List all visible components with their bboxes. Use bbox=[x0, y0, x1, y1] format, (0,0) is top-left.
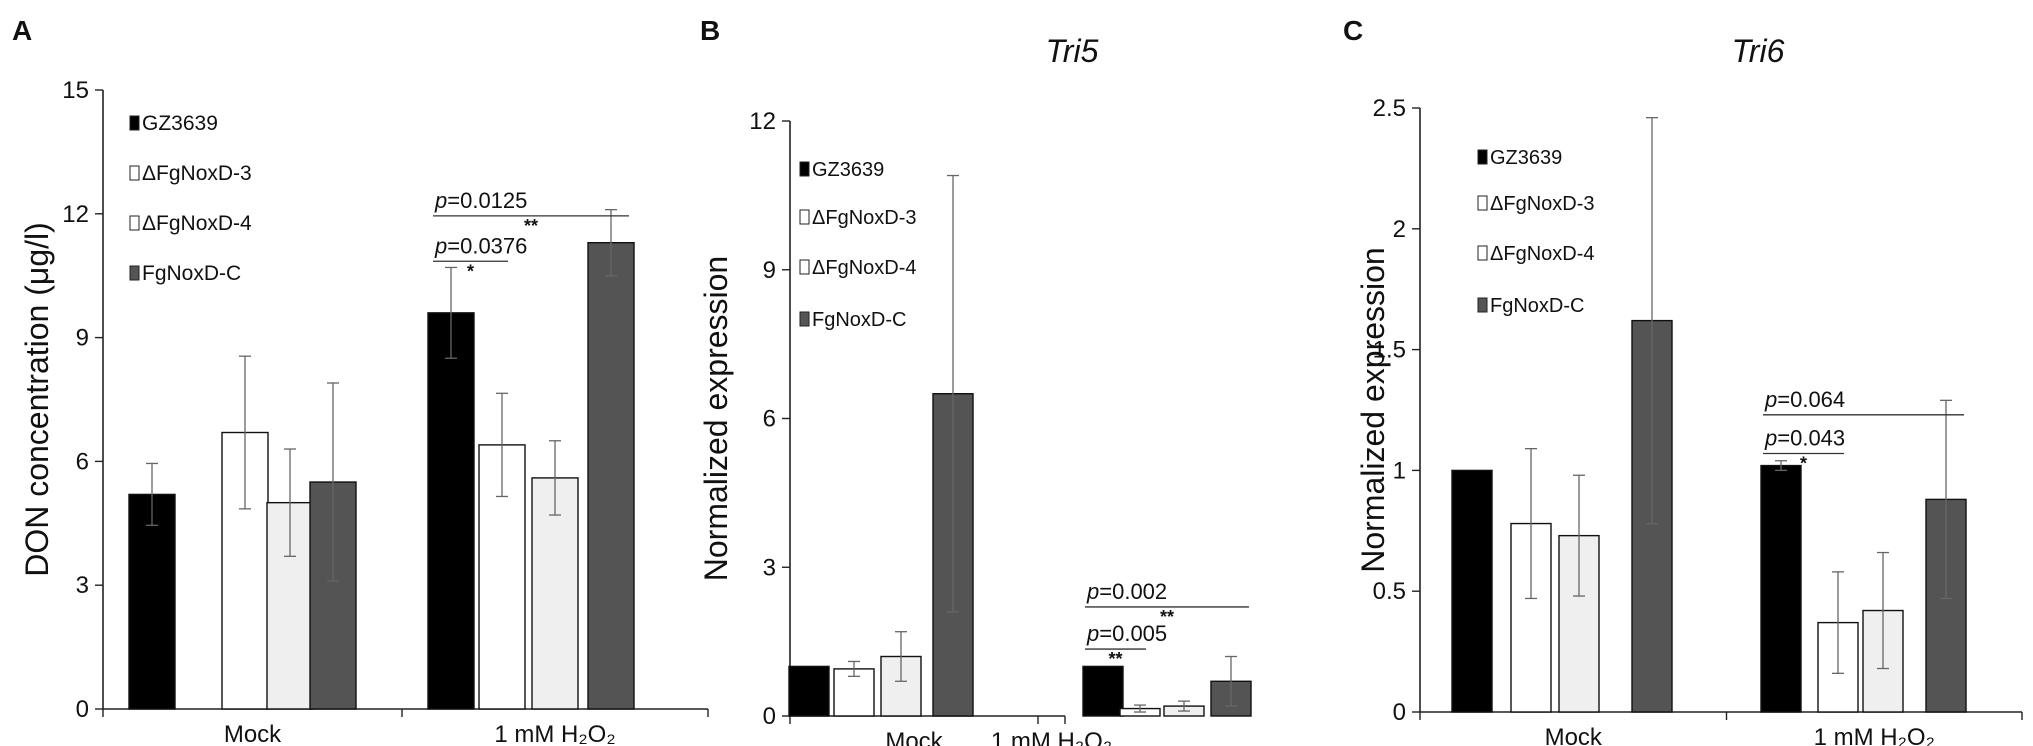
p-symbol: p bbox=[1086, 621, 1099, 646]
p-symbol: p bbox=[1764, 425, 1777, 450]
p-value-label: p=0.002 bbox=[1086, 579, 1167, 604]
chart-title: Tri5 bbox=[1046, 33, 1099, 69]
y-tick-label: 3 bbox=[763, 554, 776, 581]
bar bbox=[1558, 534, 1600, 713]
y-axis-label: Normalized expression bbox=[698, 256, 734, 581]
y-tick-label: 0.5 bbox=[1373, 578, 1406, 605]
y-tick-label: 2.5 bbox=[1373, 95, 1406, 122]
p-value-label: p=0.043 bbox=[1764, 425, 1845, 450]
panel-A: A 0 3 6 9 12 15 DON concentration (μg/l) Mock 1 m… bbox=[12, 15, 709, 746]
significance-stars: * bbox=[467, 261, 474, 281]
panel-letter: C bbox=[1343, 15, 1363, 46]
bar bbox=[531, 477, 579, 710]
y-tick-label: 1 bbox=[1393, 457, 1406, 484]
legend-swatch bbox=[129, 115, 140, 131]
p-value-label: p=0.064 bbox=[1764, 387, 1845, 412]
p-value-label: p=0.005 bbox=[1086, 621, 1167, 646]
y-tick-label: 15 bbox=[62, 77, 89, 104]
legend-swatch bbox=[1477, 245, 1488, 261]
x-tick-label: Mock bbox=[224, 721, 282, 746]
significance-stars: ** bbox=[524, 216, 538, 236]
legend-label: FgNoxD-C bbox=[1490, 295, 1584, 317]
bar bbox=[788, 665, 830, 717]
p-symbol: p bbox=[434, 233, 447, 258]
legend-label: GZ3639 bbox=[1490, 147, 1562, 169]
p-symbol: p bbox=[434, 188, 447, 213]
y-axis-label: DON concentration (μg/l) bbox=[19, 222, 55, 577]
legend-swatch bbox=[1477, 149, 1488, 165]
bar bbox=[128, 493, 176, 710]
legend-swatch bbox=[799, 209, 810, 225]
y-axis-label: Normalized expression bbox=[1355, 247, 1391, 572]
p-value-label: p=0.0376 bbox=[434, 233, 527, 258]
p-value: =0.005 bbox=[1099, 621, 1167, 646]
bar bbox=[1451, 469, 1493, 713]
chart-title: Tri6 bbox=[1732, 33, 1785, 69]
legend-label: GZ3639 bbox=[142, 112, 218, 135]
bar bbox=[587, 241, 635, 710]
significance-stars: * bbox=[1800, 453, 1807, 473]
legend-label: ΔFgNoxD-3 bbox=[142, 162, 252, 185]
legend-label: FgNoxD-C bbox=[812, 309, 906, 331]
p-value: =0.0376 bbox=[447, 233, 527, 258]
legend-swatch bbox=[129, 215, 140, 231]
legend-swatch bbox=[1477, 297, 1488, 313]
y-tick-label: 0 bbox=[763, 703, 776, 730]
legend-label: ΔFgNoxD-3 bbox=[1490, 193, 1595, 215]
y-tick-label: 12 bbox=[62, 201, 89, 228]
legend-label: ΔFgNoxD-4 bbox=[1490, 243, 1595, 265]
legend-label: ΔFgNoxD-3 bbox=[812, 207, 917, 229]
x-tick-label: 1 mM H₂O₂ bbox=[1814, 724, 1935, 746]
p-symbol: p bbox=[1086, 579, 1099, 604]
y-tick-label: 6 bbox=[763, 406, 776, 433]
y-tick-label: 6 bbox=[76, 448, 89, 475]
y-tick-label: 9 bbox=[76, 325, 89, 352]
panel-B: B Tri5 0 3 6 9 12 Normalized expression Mock 1 mM… bbox=[698, 15, 1252, 746]
x-tick-label: 1 mM H₂O₂ bbox=[494, 721, 615, 746]
y-tick-label: 0 bbox=[76, 696, 89, 723]
x-tick-label: Mock bbox=[885, 728, 943, 746]
y-tick-label: 12 bbox=[749, 108, 776, 135]
legend-label: FgNoxD-C bbox=[142, 262, 241, 285]
x-tick-label: Mock bbox=[1545, 724, 1603, 746]
bar bbox=[1760, 464, 1802, 713]
p-value: =0.064 bbox=[1777, 387, 1845, 412]
legend-swatch bbox=[799, 161, 810, 177]
x-tick-label: 1 mM H₂O₂ bbox=[991, 728, 1112, 746]
legend-label: ΔFgNoxD-4 bbox=[142, 212, 252, 235]
legend-label: GZ3639 bbox=[812, 159, 884, 181]
bar bbox=[427, 312, 475, 710]
legend-swatch bbox=[799, 311, 810, 327]
legend-swatch bbox=[129, 265, 140, 281]
y-tick-label: 1.5 bbox=[1373, 337, 1406, 364]
y-tick-label: 3 bbox=[76, 572, 89, 599]
p-value: =0.043 bbox=[1777, 425, 1845, 450]
panel-letter: B bbox=[700, 15, 720, 46]
y-tick-label: 9 bbox=[763, 257, 776, 284]
y-tick-label: 0 bbox=[1393, 699, 1406, 726]
significance-stars: ** bbox=[1160, 607, 1174, 627]
panel-letter: A bbox=[12, 15, 32, 46]
legend-swatch bbox=[129, 165, 140, 181]
legend-swatch bbox=[799, 259, 810, 275]
legend-swatch bbox=[1477, 195, 1488, 211]
p-value-label: p=0.0125 bbox=[434, 188, 527, 213]
p-symbol: p bbox=[1764, 387, 1777, 412]
significance-stars: ** bbox=[1108, 649, 1122, 669]
y-tick-label: 2 bbox=[1393, 216, 1406, 243]
legend-label: ΔFgNoxD-4 bbox=[812, 257, 917, 279]
bar bbox=[1082, 665, 1124, 717]
p-value: =0.0125 bbox=[447, 188, 527, 213]
p-value: =0.002 bbox=[1099, 579, 1167, 604]
panel-C: C Tri6 0 0.5 1 1.5 2 2.5 Normalized expression Mo… bbox=[1343, 15, 2023, 746]
